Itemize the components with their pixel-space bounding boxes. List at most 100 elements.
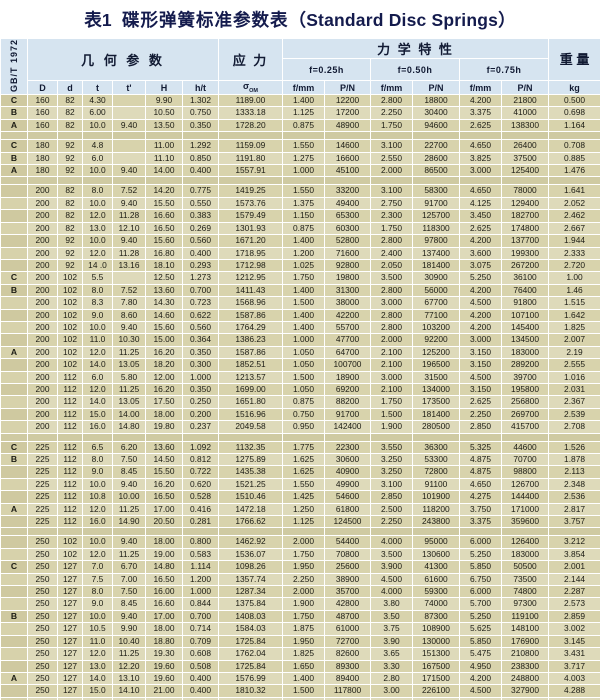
table-row[interactable]: 200 92 14 .0 13.16 18.10 0.293 1712.98 1.025 928… bbox=[0, 258, 600, 273]
table-row[interactable]: 200 112 14.0 13.05 17.50 0.250 1651.80 0.875 882… bbox=[0, 395, 600, 409]
cell-f75: 4.200 bbox=[459, 320, 502, 335]
cell-f25: 0.750 bbox=[282, 407, 325, 422]
cell-p25: 45100 bbox=[324, 164, 371, 178]
table-row[interactable]: 200 92 10.0 9.40 15.60 0.560 1671.20 1.400 52800… bbox=[0, 234, 600, 248]
table-row[interactable]: 200 102 10.0 9.40 15.60 0.560 1764.29 1.400 5570… bbox=[0, 320, 600, 335]
table-row[interactable]: 200 112 12.0 11.25 16.20 0.350 1699.00 1.050 692… bbox=[0, 382, 600, 397]
series-label-cell bbox=[0, 395, 28, 409]
table-row[interactable]: 225 112 10.8 10.00 16.50 0.528 1510.46 1.425 546… bbox=[0, 490, 600, 504]
table-row[interactable]: 225 112 10.0 9.40 16.20 0.620 1521.25 1.550 4990… bbox=[0, 477, 600, 492]
cell-f75: 2.850 bbox=[459, 420, 502, 434]
cell-tp: 7.52 bbox=[112, 283, 146, 298]
table-row[interactable]: B 160 82 6.00 10.50 0.750 1333.18 1.125 17200 2.2… bbox=[0, 106, 600, 120]
cell-kg: 2.367 bbox=[548, 395, 600, 409]
cell-tp: 13.05 bbox=[112, 395, 146, 409]
table-row[interactable]: B 200 102 8.0 7.52 13.60 0.700 1411.43 1.400 3130… bbox=[0, 283, 600, 298]
series-label-cell bbox=[0, 535, 28, 549]
table-row[interactable]: 250 127 13.0 12.20 19.60 0.508 1725.84 1.650 893… bbox=[0, 659, 600, 673]
cell-p50: 130000 bbox=[412, 634, 460, 649]
cell-H: 15.60 bbox=[145, 320, 183, 335]
table-row[interactable]: 225 112 9.0 8.45 15.50 0.722 1435.38 1.625 40900… bbox=[0, 465, 600, 479]
table-row[interactable]: C 160 82 4.30 9.90 1.302 1189.00 1.400 12200 2.80… bbox=[0, 94, 600, 108]
table-row[interactable]: 200 112 16.0 14.80 19.80 0.237 2049.58 0.950 142… bbox=[0, 420, 600, 434]
table-row[interactable]: A 200 102 12.0 11.25 16.20 0.350 1587.86 1.050 64… bbox=[0, 345, 600, 360]
series-label-cell bbox=[0, 184, 28, 198]
cell-p25: 52800 bbox=[324, 234, 371, 248]
cell-f50: 3.250 bbox=[370, 452, 413, 467]
table-row[interactable]: 250 127 15.0 14.10 21.00 0.400 1810.32 1.500 117… bbox=[0, 684, 600, 698]
cell-tp: 6.20 bbox=[112, 440, 146, 455]
cell-sigma: 1728.20 bbox=[218, 118, 283, 133]
col-header-f75: f/mm bbox=[459, 80, 502, 96]
table-row[interactable]: 200 102 8.3 7.80 14.30 0.723 1568.96 1.500 38000… bbox=[0, 296, 600, 310]
table-row[interactable]: 200 92 12.0 11.28 16.80 0.400 1718.95 1.200 7160… bbox=[0, 246, 600, 260]
cell-t: 14.0 bbox=[82, 395, 113, 409]
table-row[interactable]: 225 112 16.0 14.90 20.50 0.281 1766.62 1.125 124… bbox=[0, 515, 600, 529]
table-row[interactable]: 200 82 10.0 9.40 15.50 0.550 1573.76 1.375 49400… bbox=[0, 196, 600, 211]
cell-ht: 0.400 bbox=[182, 684, 219, 698]
cell-tp: 14.00 bbox=[112, 407, 146, 422]
table-row[interactable]: A 225 112 12.0 11.25 17.00 0.416 1472.18 1.250 61… bbox=[0, 502, 600, 517]
cell-tp: 14.10 bbox=[112, 684, 146, 698]
table-row[interactable]: B 250 127 10.0 9.40 17.00 0.700 1408.03 1.750 487… bbox=[0, 609, 600, 624]
series-label-cell bbox=[0, 597, 28, 611]
table-row[interactable]: 200 82 8.0 7.52 14.20 0.775 1419.25 1.550 33200 3… bbox=[0, 184, 600, 198]
cell-kg: 1.526 bbox=[548, 440, 600, 455]
table-row[interactable]: 250 127 8.0 7.50 16.00 1.000 1287.34 2.000 35700… bbox=[0, 585, 600, 599]
table-row[interactable]: 200 112 15.0 14.00 18.00 0.200 1516.96 0.750 917… bbox=[0, 407, 600, 422]
table-row[interactable]: A 250 127 14.0 13.10 19.60 0.400 1576.99 1.400 89… bbox=[0, 671, 600, 686]
cell-kg: 0.500 bbox=[548, 94, 600, 108]
cell-H: 15.00 bbox=[145, 333, 183, 347]
series-label-cell bbox=[0, 209, 28, 223]
cell-f75: 6.000 bbox=[459, 535, 502, 549]
separator-cell bbox=[0, 176, 28, 186]
cell-f75: 5.250 bbox=[459, 547, 502, 562]
table-row[interactable]: 200 102 14.0 13.05 18.20 0.300 1852.51 1.050 100… bbox=[0, 358, 600, 372]
table-row[interactable]: 250 102 10.0 9.40 18.00 0.800 1462.92 2.000 5440… bbox=[0, 535, 600, 549]
cell-sigma: 1287.34 bbox=[218, 585, 283, 599]
cell-f50: 3.250 bbox=[370, 465, 413, 479]
cell-p25: 42200 bbox=[324, 308, 371, 322]
cell-D: 160 bbox=[27, 106, 58, 120]
table-row[interactable]: C 250 127 7.0 6.70 14.80 1.114 1098.26 1.950 2560… bbox=[0, 560, 600, 574]
cell-kg: 2.144 bbox=[548, 572, 600, 587]
cell-D: 200 bbox=[27, 395, 58, 409]
table-row[interactable]: 200 82 12.0 11.28 16.60 0.383 1579.49 1.150 6530… bbox=[0, 209, 600, 223]
table-row[interactable]: 200 112 6.0 5.80 12.00 1.000 1213.57 1.500 18900… bbox=[0, 370, 600, 384]
cell-kg: 2.859 bbox=[548, 609, 600, 624]
separator-cell bbox=[57, 131, 83, 141]
table-row[interactable]: B 225 112 8.0 7.50 14.50 0.812 1275.89 1.625 3060… bbox=[0, 452, 600, 467]
cell-d: 112 bbox=[57, 452, 83, 467]
table-row[interactable]: C 180 92 4.8 11.00 1.292 1159.09 1.550 14600 3.10… bbox=[0, 139, 600, 153]
cell-p75: 238300 bbox=[500, 659, 550, 673]
cell-p75: 36100 bbox=[500, 271, 550, 285]
cell-p50: 92200 bbox=[412, 333, 460, 347]
table-row[interactable]: 200 102 9.0 8.60 14.60 0.622 1587.86 1.400 42200… bbox=[0, 308, 600, 322]
cell-f25: 1.625 bbox=[282, 452, 325, 467]
table-row[interactable]: C 200 102 5.5 12.50 1.273 1212.95 1.750 19800 3.5… bbox=[0, 271, 600, 285]
cell-f75: 4.875 bbox=[459, 465, 502, 479]
table-row[interactable]: 250 127 10.5 9.90 18.00 0.714 1584.03 1.875 6100… bbox=[0, 622, 600, 636]
table-row[interactable]: A 180 92 10.0 9.40 14.00 0.400 1557.91 1.000 4510… bbox=[0, 164, 600, 178]
cell-p75: 37500 bbox=[500, 151, 550, 166]
table-row[interactable]: 250 127 7.5 7.00 16.50 1.200 1357.74 2.250 38900… bbox=[0, 572, 600, 587]
cell-f50: 2.100 bbox=[370, 345, 413, 360]
cell-sigma: 1712.98 bbox=[218, 258, 283, 273]
table-row[interactable]: 250 127 12.0 11.25 19.30 0.608 1762.04 1.825 826… bbox=[0, 647, 600, 661]
cell-t: 15.0 bbox=[82, 684, 113, 698]
table-row[interactable]: 250 127 11.0 10.40 18.80 0.709 1725.84 1.950 727… bbox=[0, 634, 600, 649]
table-row[interactable]: 200 82 13.0 12.10 16.50 0.269 1301.93 0.875 6030… bbox=[0, 221, 600, 236]
table-row[interactable]: 25012716.014.9021.800.3621866.641.450135… bbox=[0, 696, 600, 700]
table-row[interactable]: A 160 82 10.0 9.40 13.50 0.350 1728.20 0.875 4890… bbox=[0, 118, 600, 133]
table-row[interactable]: 250 127 9.0 8.45 16.60 0.844 1375.84 1.900 42800… bbox=[0, 597, 600, 611]
cell-p75: 148100 bbox=[500, 622, 550, 636]
table-row[interactable]: B 180 92 6.0 11.10 0.850 1191.80 1.275 16600 2.55… bbox=[0, 151, 600, 166]
cell-p75: 50500 bbox=[500, 560, 550, 574]
table-row[interactable]: 250 102 12.0 11.25 19.00 0.583 1536.07 1.750 708… bbox=[0, 547, 600, 562]
table-row[interactable]: C 225 112 6.5 6.20 13.60 1.092 1132.35 1.775 2230… bbox=[0, 440, 600, 455]
cell-p50: 130600 bbox=[412, 547, 460, 562]
table-row[interactable]: 200 102 11.0 10.30 15.00 0.364 1386.23 1.000 477… bbox=[0, 333, 600, 347]
cell-p75: 182700 bbox=[500, 209, 550, 223]
cell-p50: 31500 bbox=[412, 370, 460, 384]
cell-p50: 18800 bbox=[412, 94, 460, 108]
